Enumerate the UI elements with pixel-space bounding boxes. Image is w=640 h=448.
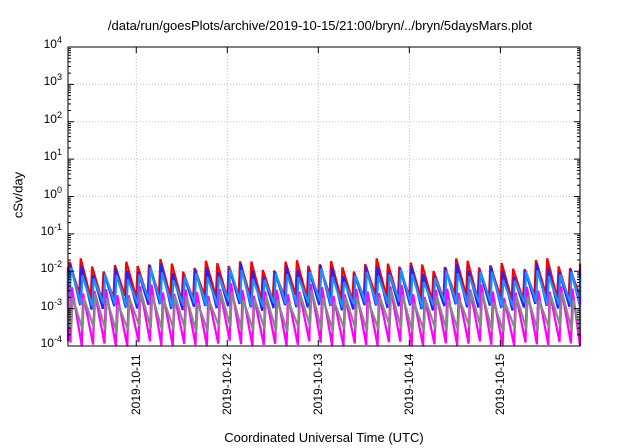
y-tick-base: 10 (40, 336, 54, 350)
y-tick-label: 10-4 (18, 334, 62, 351)
y-tick-base: 10 (43, 111, 57, 126)
y-tick-label: 100 (18, 184, 62, 201)
y-tick-exponent: -4 (53, 334, 62, 344)
y-tick-exponent: 4 (56, 35, 62, 45)
y-tick-base: 10 (43, 186, 57, 201)
y-tick-exponent: -1 (53, 221, 62, 232)
x-tick-label: 2019-10-15 (493, 353, 508, 415)
y-tick-label: 102 (18, 109, 62, 126)
y-tick-exponent: 3 (56, 72, 62, 83)
chart-title: /data/run/goesPlots/archive/2019-10-15/2… (107, 18, 533, 33)
y-tick-exponent: 1 (56, 147, 62, 158)
x-axis-label: Coordinated Universal Time (UTC) (224, 430, 424, 445)
y-tick-label: 10-1 (18, 221, 62, 238)
y-tick-base: 10 (43, 74, 57, 89)
x-tick-label: 2019-10-11 (129, 354, 144, 416)
y-tick-exponent: -3 (53, 296, 62, 307)
y-tick-label: 104 (18, 35, 62, 52)
y-tick-exponent: 0 (56, 184, 62, 195)
y-tick-label: 103 (18, 72, 62, 89)
series-line-5 (66, 289, 582, 334)
y-tick-label: 10-2 (18, 259, 62, 276)
tick-marks (68, 46, 580, 347)
y-tick-base: 10 (40, 298, 54, 313)
series-line-3 (66, 267, 582, 309)
y-tick-base: 10 (40, 261, 54, 276)
y-tick-exponent: -2 (53, 259, 62, 270)
y-tick-exponent: 2 (56, 109, 62, 120)
y-tick-base: 10 (40, 223, 54, 238)
x-tick-label: 2019-10-13 (311, 353, 326, 415)
y-tick-label: 101 (18, 147, 62, 164)
x-tick-label: 2019-10-12 (220, 353, 235, 415)
y-tick-base: 10 (43, 37, 57, 51)
y-tick-label: 10-3 (18, 296, 62, 313)
x-tick-label: 2019-10-14 (402, 353, 417, 415)
y-tick-base: 10 (43, 149, 57, 164)
series-lines (66, 258, 582, 347)
